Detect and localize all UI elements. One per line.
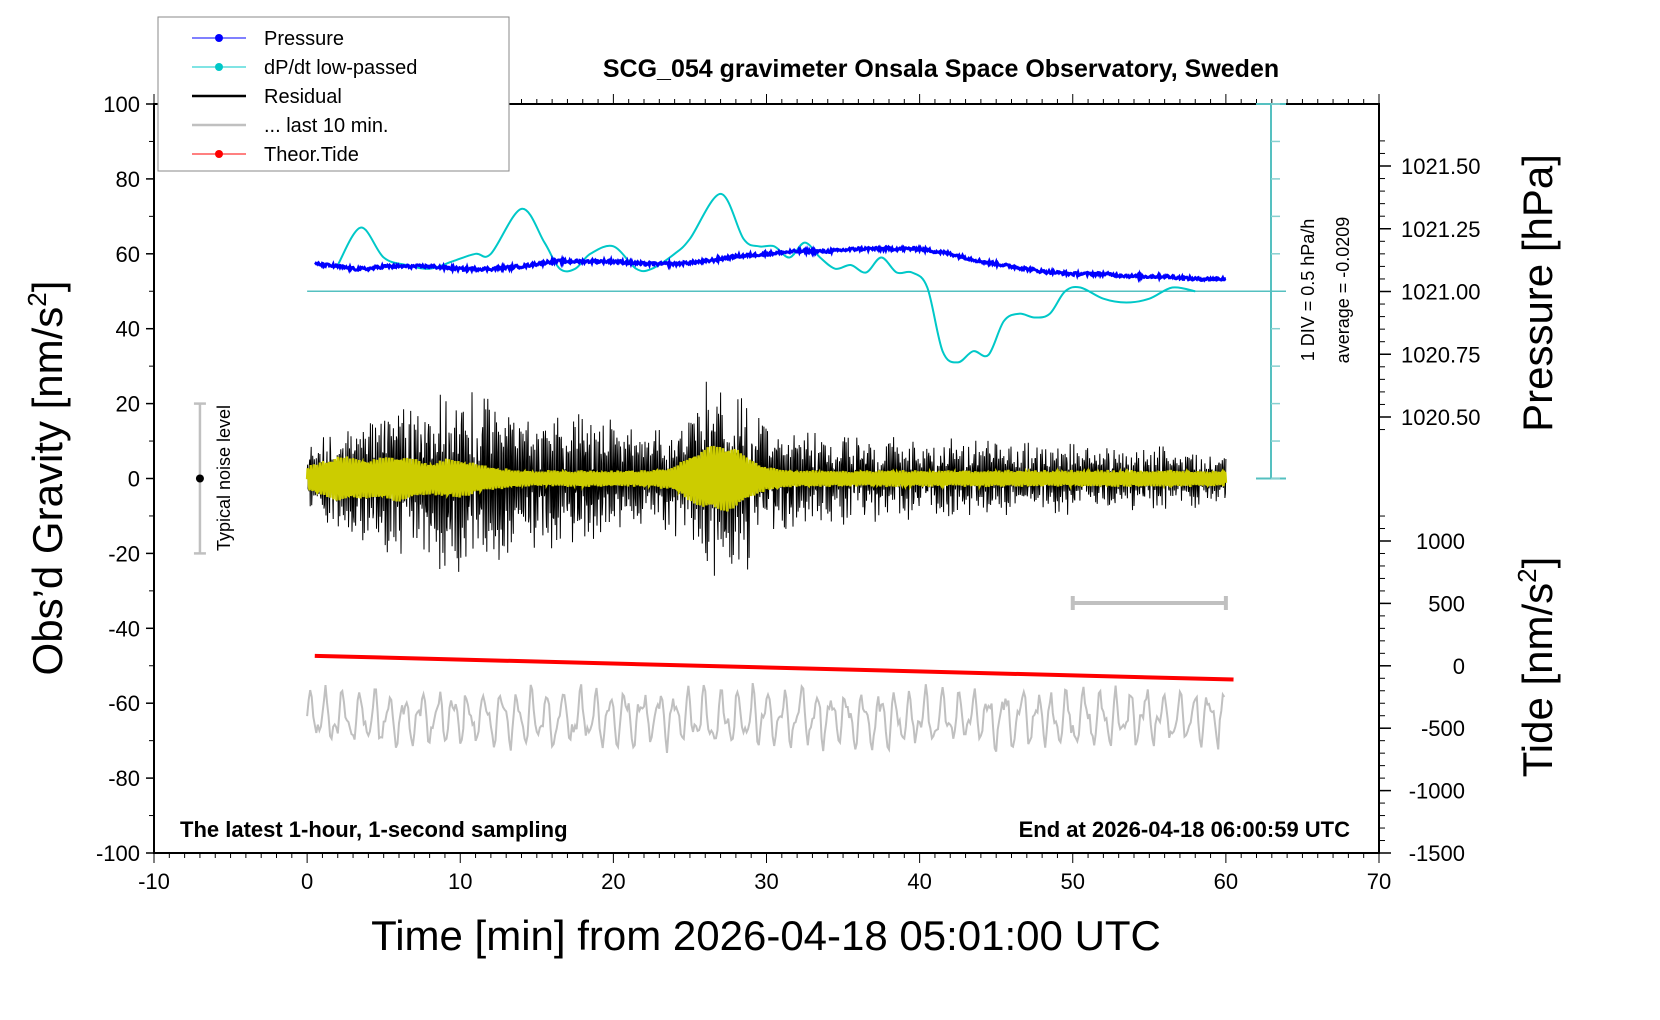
y-tick-label: -80	[108, 766, 140, 791]
legend-label: Theor.Tide	[264, 144, 359, 166]
tide-tick-label: 1000	[1416, 529, 1465, 554]
pressure-tick-label: 1021.00	[1401, 280, 1481, 305]
sampling-note: The latest 1-hour, 1-second sampling	[180, 817, 568, 842]
series-last-10-min	[306, 682, 1226, 753]
y-tick-label: -100	[96, 841, 140, 866]
y-tick-label: -60	[108, 691, 140, 716]
y-tick-label: 80	[116, 167, 140, 192]
legend-marker	[215, 63, 223, 71]
tide-tick-label: -500	[1421, 716, 1465, 741]
tide-axis-title-sup: 2	[1512, 568, 1542, 582]
pressure-tick-label: 1020.50	[1401, 405, 1481, 430]
x-tick-label: -10	[138, 869, 170, 894]
pressure-tick-label: 1020.75	[1401, 342, 1481, 367]
typical-noise-label: Typical noise level	[214, 405, 234, 551]
x-tick-label: 20	[601, 869, 625, 894]
chart-title: SCG_054 gravimeter Onsala Space Observat…	[603, 55, 1279, 83]
tide-tick-label: 0	[1453, 654, 1465, 679]
tide-tick-label: -1000	[1409, 779, 1465, 804]
dpdt-scale-bar	[307, 103, 1286, 480]
x-tick-label: 10	[448, 869, 472, 894]
legend-label: Residual	[264, 86, 342, 108]
pressure-tick-label: 1021.50	[1401, 154, 1481, 179]
y-axis-title-sup: 2	[22, 292, 52, 306]
series-dpdt	[336, 192, 1196, 364]
legend-label: ... last 10 min.	[264, 115, 389, 137]
x-tick-label: 40	[907, 869, 931, 894]
x-tick-label: 60	[1214, 869, 1238, 894]
last-10-min-bar	[1070, 596, 1228, 610]
series-pressure	[314, 243, 1227, 284]
typical-noise-indicator	[193, 402, 206, 555]
legend-marker	[215, 34, 223, 42]
dpdt-scale-label: 1 DIV = 0.5 hPa/h	[1298, 219, 1318, 362]
dpdt-average-label: average = -0.0209	[1333, 217, 1353, 364]
series-residual	[306, 381, 1227, 576]
legend-label: Pressure	[264, 28, 344, 50]
tide-tick-label: -1500	[1409, 841, 1465, 866]
y-axis-title: Obs’d Gravity [nm/s2]	[22, 281, 71, 676]
series-residual-lowpassed	[305, 445, 1228, 512]
series-theor-tide	[314, 653, 1234, 682]
tide-axis-title-close: ]	[1514, 557, 1561, 569]
tide-tick-label: 500	[1428, 591, 1465, 616]
x-axis-ticks: -10 0 10 20 30 40 50 60 70	[138, 94, 1391, 894]
pressure-tick-label: 1021.25	[1401, 217, 1481, 242]
legend-label: dP/dt low-passed	[264, 57, 417, 79]
noise-center-dot	[195, 474, 204, 483]
x-tick-label: 30	[754, 869, 778, 894]
y-axis-title-close: ]	[24, 281, 71, 293]
y-axis-ticks: 100 80 60 40 20 0 -20 -40 -60 -80 -100	[96, 92, 154, 866]
y-tick-label: 100	[103, 92, 140, 117]
tide-axis-title: Tide [nm/s2]	[1512, 557, 1561, 778]
legend-box	[157, 16, 510, 172]
end-time-note: End at 2026-04-18 06:00:59 UTC	[1019, 817, 1350, 842]
y-tick-label: 60	[116, 242, 140, 267]
tide-axis-title-main: Tide [nm/s	[1514, 583, 1561, 778]
legend: Pressure dP/dt low-passed Residual ... last…	[157, 16, 510, 172]
y-tick-label: 20	[116, 392, 140, 417]
x-tick-label: 0	[301, 869, 313, 894]
y-axis-title-main: Obs’d Gravity [nm/s	[24, 307, 71, 676]
x-tick-label: 50	[1061, 869, 1085, 894]
legend-marker	[215, 150, 223, 158]
y-tick-label: 40	[116, 317, 140, 342]
x-axis-title: Time [min] from 2026-04-18 05:01:00 UTC	[371, 912, 1161, 959]
x-tick-label: 70	[1367, 869, 1391, 894]
series-layer	[305, 192, 1234, 753]
y-tick-label: -20	[108, 541, 140, 566]
pressure-axis-title: Pressure [hPa]	[1514, 154, 1561, 432]
y-tick-label: -40	[108, 616, 140, 641]
right-axis-ticks: 1021.50 1021.25 1021.00 1020.75 1020.50 1000 5…	[1379, 140, 1481, 866]
y-tick-label: 0	[128, 467, 140, 492]
